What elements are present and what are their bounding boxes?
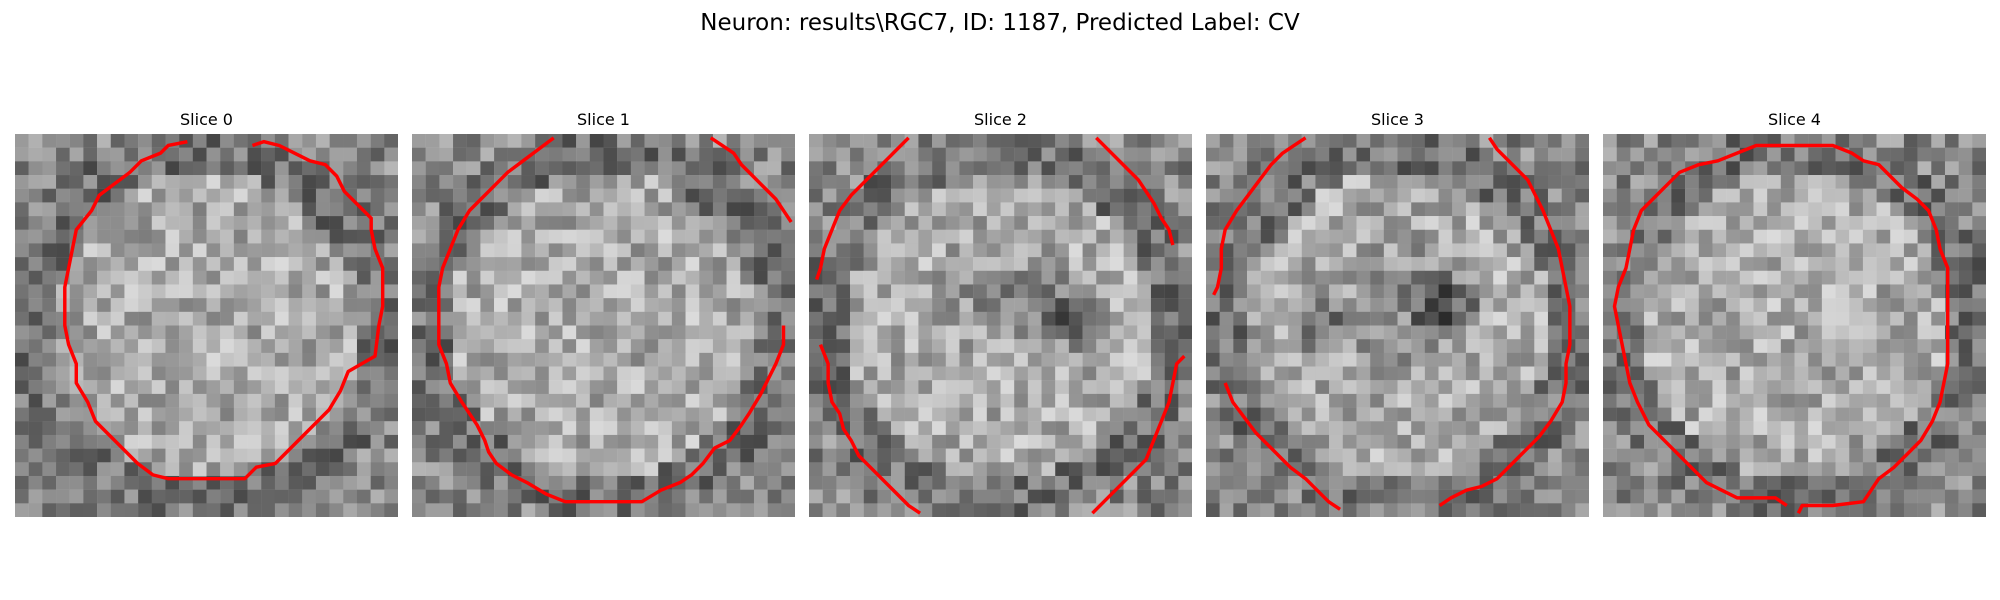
slice-panel-3: Slice 3	[1206, 110, 1589, 517]
cell-contour-3c	[1223, 382, 1342, 511]
slice-image-2	[809, 134, 1192, 517]
slice-title-3: Slice 3	[1371, 110, 1424, 129]
slice-panel-4: Slice 4	[1603, 110, 1986, 517]
slice-title-2: Slice 2	[974, 110, 1027, 129]
slice-pixels-2	[809, 134, 1192, 517]
cell-contour-0	[63, 139, 385, 481]
slice-title-0: Slice 0	[180, 110, 233, 129]
slice-pixels-0	[15, 134, 398, 517]
cell-contour-2b	[1095, 136, 1175, 246]
slice-panel-2: Slice 2	[809, 110, 1192, 517]
cell-contour-3b	[1438, 136, 1572, 507]
cell-contour-3a	[1212, 136, 1307, 296]
slice-panel-1: Slice 1	[412, 110, 795, 517]
slice-pixels-1	[412, 134, 795, 517]
slice-title-4: Slice 4	[1768, 110, 1821, 129]
slice-title-1: Slice 1	[577, 110, 630, 129]
slice-pixels-3	[1206, 134, 1589, 517]
figure-title: Neuron: results\RGC7, ID: 1187, Predicte…	[700, 10, 1300, 36]
slice-image-1	[412, 134, 795, 517]
cell-contour-1b	[709, 136, 793, 224]
cell-contour-2d	[1091, 354, 1186, 515]
slice-image-0	[15, 134, 398, 517]
cell-contour-1	[437, 136, 786, 504]
cell-contour-2c	[818, 344, 922, 515]
slice-image-3	[1206, 134, 1589, 517]
slice-panel-0: Slice 0	[15, 110, 398, 517]
cell-contour-4	[1612, 143, 1950, 514]
slice-image-4	[1603, 134, 1986, 517]
cell-contour-2a	[815, 136, 910, 281]
